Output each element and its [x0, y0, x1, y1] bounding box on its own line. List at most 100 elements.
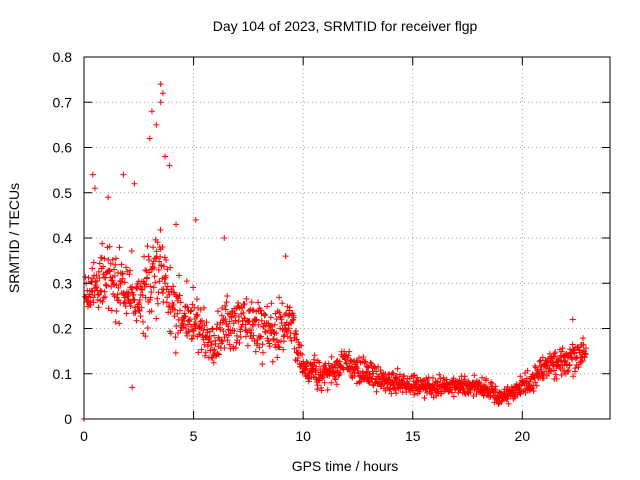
data-point: [100, 271, 107, 278]
data-point: [177, 327, 184, 334]
data-point: [570, 373, 577, 380]
data-point: [235, 318, 242, 325]
data-point: [114, 291, 121, 298]
data-point: [311, 352, 318, 359]
axis-ticks: 0 0.1 0.2 0.3 0.4 0.5 0.6 0.7 0.8 0 5 10 15 20: [53, 49, 610, 444]
data-point: [389, 370, 396, 377]
data-point: [275, 343, 282, 350]
data-point: [102, 293, 109, 300]
data-point: [279, 300, 286, 307]
data-point: [82, 274, 89, 281]
data-point: [375, 363, 382, 370]
data-point: [162, 280, 169, 287]
data-point: [303, 358, 310, 365]
data-point: [145, 256, 152, 263]
data-point: [294, 355, 301, 362]
data-point: [533, 382, 540, 389]
data-point: [177, 299, 184, 306]
data-point: [166, 291, 173, 298]
data-point: [357, 373, 364, 380]
data-point: [155, 266, 162, 273]
data-point: [450, 375, 457, 382]
data-point: [363, 368, 370, 375]
y-tick-label: 0.8: [53, 49, 73, 65]
x-axis-label: GPS time / hours: [292, 458, 399, 474]
data-point: [252, 317, 259, 324]
data-point: [313, 363, 320, 370]
data-point: [99, 298, 106, 305]
data-point: [353, 363, 360, 370]
data-point: [193, 296, 200, 303]
data-point: [219, 338, 226, 345]
data-point: [544, 362, 551, 369]
data-point: [144, 243, 151, 250]
data-point: [565, 367, 572, 374]
data-point: [95, 304, 102, 311]
data-point: [217, 326, 224, 333]
data-point: [224, 337, 231, 344]
data-point: [142, 294, 149, 301]
data-point: [274, 354, 281, 361]
data-point: [540, 375, 547, 382]
data-point: [579, 357, 586, 364]
data-point: [237, 328, 244, 335]
data-point: [167, 330, 174, 337]
data-point: [156, 258, 163, 265]
data-point: [321, 379, 328, 386]
data-point: [537, 357, 544, 364]
data-point: [189, 326, 196, 333]
data-point: [579, 335, 586, 342]
data-point: [185, 317, 192, 324]
data-point: [255, 321, 262, 328]
data-point: [303, 365, 310, 372]
data-point: [244, 342, 251, 349]
data-point: [90, 299, 97, 306]
data-point: [148, 108, 155, 115]
data-point: [161, 254, 168, 261]
data-point: [99, 240, 106, 247]
data-point: [174, 310, 181, 317]
data-point: [93, 278, 100, 285]
data-point: [181, 318, 188, 325]
data-point: [428, 390, 435, 397]
data-point: [293, 331, 300, 338]
data-point: [125, 290, 132, 297]
data-point: [221, 235, 228, 241]
data-point: [133, 317, 140, 324]
data-point: [108, 307, 115, 314]
data-point: [103, 282, 110, 289]
data-point: [289, 317, 296, 324]
data-point: [144, 324, 151, 331]
data-point: [259, 361, 266, 368]
data-point: [283, 328, 290, 335]
data-point: [558, 372, 565, 379]
data-point: [154, 295, 161, 302]
data-point: [258, 317, 265, 324]
data-point: [126, 271, 133, 278]
data-point: [101, 288, 108, 295]
data-point: [332, 364, 339, 371]
data-point: [551, 367, 558, 374]
data-point: [184, 321, 191, 328]
data-point: [460, 386, 467, 393]
data-point: [341, 348, 348, 355]
data-point: [112, 261, 119, 268]
data-point: [345, 352, 352, 359]
data-point: [262, 311, 269, 318]
data-point: [93, 284, 100, 291]
data-point: [320, 374, 327, 381]
data-point: [539, 354, 546, 361]
data-point: [147, 283, 154, 290]
data-point: [276, 294, 283, 301]
data-point: [371, 365, 378, 372]
data-point: [218, 312, 225, 319]
data-point: [222, 302, 229, 309]
data-point: [186, 328, 193, 335]
data-point: [226, 341, 233, 348]
data-point: [242, 321, 249, 328]
data-point: [184, 304, 191, 311]
data-point: [336, 371, 343, 378]
data-point: [137, 313, 144, 320]
data-point: [173, 221, 180, 228]
